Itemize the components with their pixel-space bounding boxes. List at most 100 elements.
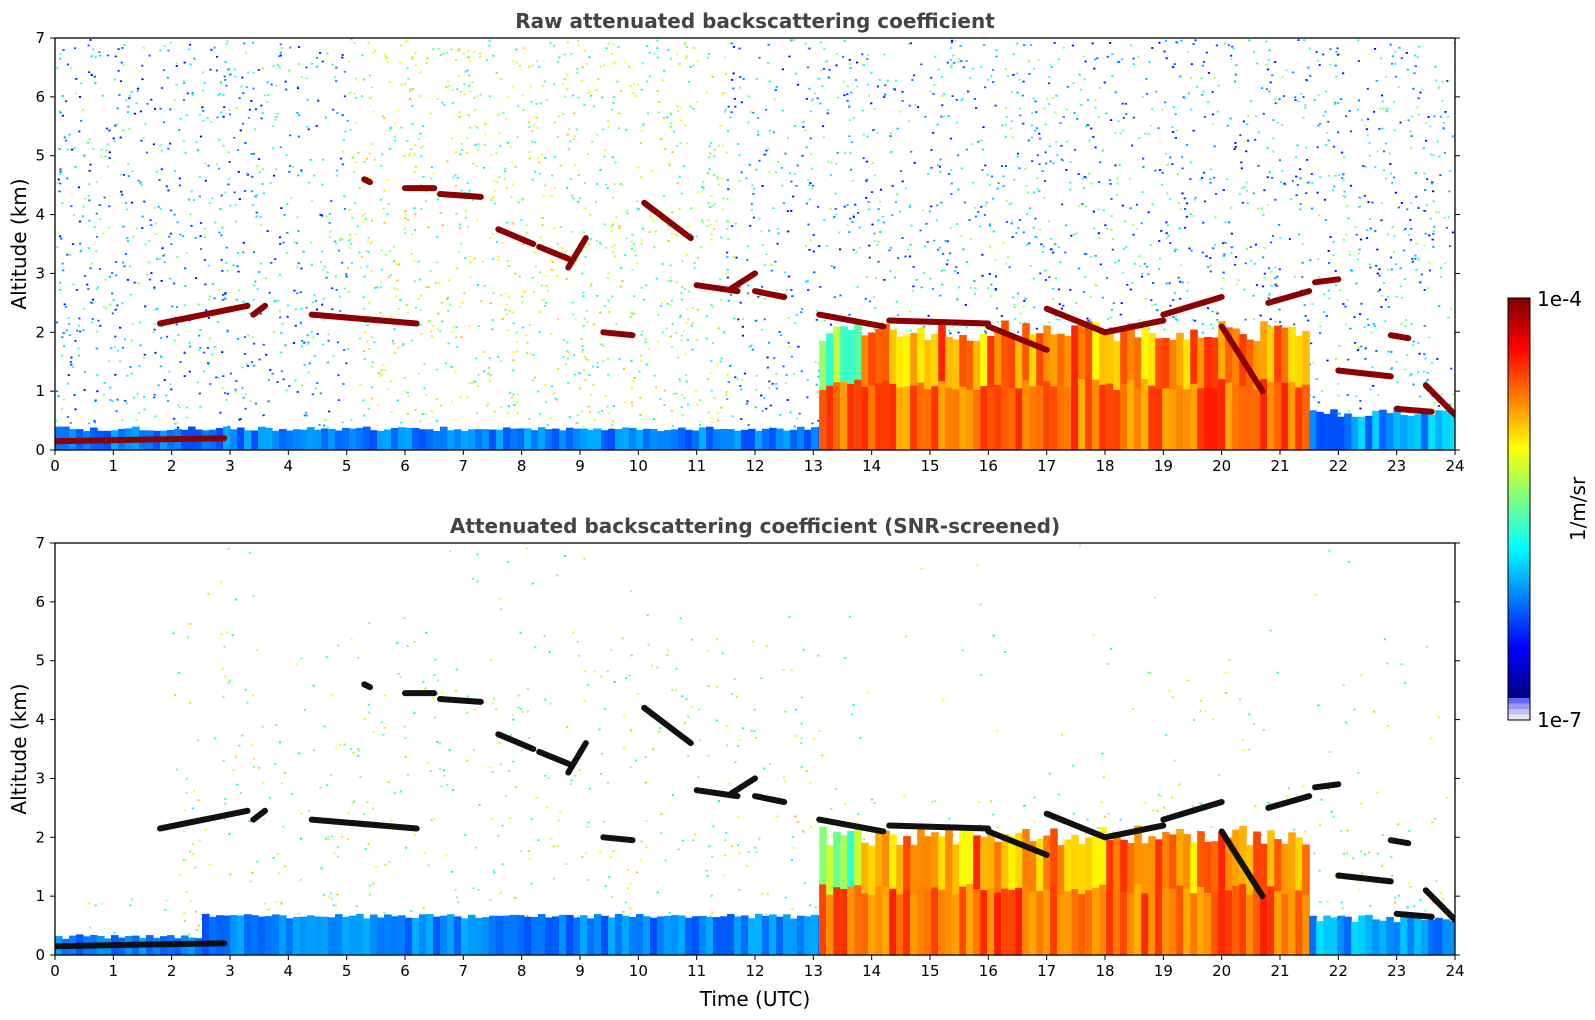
noise-pixel [681,394,684,396]
noise-pixel [973,293,976,295]
noise-pixel [879,200,882,203]
noise-pixel [711,421,714,423]
aerosol-strip [720,428,728,450]
noise-pixel [282,241,285,244]
noise-pixel [72,214,76,216]
noise-pixel [930,205,933,208]
noise-pixel [1214,244,1217,246]
noise-pixel [1304,106,1307,109]
noise-pixel [821,125,825,128]
noise-pixel [421,413,424,415]
noise-pixel [516,412,519,415]
noise-pixel [1081,177,1084,180]
noise-pixel [896,193,899,196]
noise-pixel [88,219,91,222]
noise-pixel [889,152,892,154]
noise-pixel [160,149,163,152]
noise-pixel [254,128,257,131]
noise-pixel [700,246,703,248]
noise-pixel [319,213,322,216]
noise-pixel [61,354,64,357]
noise-pixel [1096,826,1099,829]
noise-pixel [996,187,999,190]
noise-pixel [1257,131,1260,134]
noise-pixel [1306,181,1309,184]
noise-pixel [1366,118,1370,121]
noise-pixel [680,298,684,301]
noise-pixel [533,376,536,379]
noise-pixel [1403,249,1406,252]
noise-pixel [154,351,157,354]
noise-pixel [436,98,439,100]
aerosol-strip [454,429,462,450]
noise-pixel [215,376,218,379]
noise-pixel [1447,216,1450,219]
noise-pixel [108,205,111,208]
noise-pixel [265,353,268,356]
noise-pixel [1256,62,1259,65]
noise-pixel [747,95,750,98]
noise-pixel [818,245,821,247]
noise-pixel [883,279,886,281]
noise-pixel [545,285,548,287]
noise-pixel [671,425,675,427]
noise-pixel [738,179,741,182]
noise-pixel [109,386,112,389]
noise-pixel [430,410,433,413]
noise-pixel [1226,178,1229,181]
noise-pixel [1002,185,1005,187]
noise-pixel [1118,61,1121,63]
noise-pixel [199,329,202,331]
noise-pixel [67,317,70,319]
noise-pixel [500,360,503,363]
noise-pixel [710,360,713,362]
noise-pixel [1012,53,1015,55]
noise-pixel [1311,303,1314,305]
noise-pixel [249,400,252,403]
noise-pixel [784,710,787,713]
noise-pixel [333,852,336,855]
noise-pixel [80,82,83,85]
noise-pixel [83,371,86,373]
noise-pixel [681,695,684,698]
noise-pixel [379,280,382,283]
noise-pixel [160,355,163,358]
noise-pixel [278,66,281,69]
noise-pixel [620,90,623,92]
noise-pixel [1180,39,1183,42]
noise-pixel [583,182,587,185]
noise-pixel [642,298,645,301]
noise-pixel [659,138,662,140]
noise-pixel [1029,265,1032,267]
noise-pixel [91,302,94,304]
noise-pixel [337,374,340,377]
noise-pixel [909,310,912,313]
noise-pixel [1150,124,1153,127]
noise-pixel [69,67,72,70]
noise-pixel [1187,281,1190,284]
noise-pixel [1437,211,1440,214]
noise-pixel [873,296,876,298]
noise-pixel [436,235,439,238]
noise-pixel [512,351,515,354]
aerosol-core [847,384,855,450]
noise-pixel [518,64,522,67]
noise-pixel [912,266,915,268]
aerosol-strip [1316,411,1324,450]
noise-pixel [275,85,278,87]
noise-pixel [904,187,908,190]
noise-pixel [456,345,459,348]
noise-pixel [612,221,615,224]
noise-pixel [1184,208,1187,210]
aerosol-strip [230,429,238,450]
noise-pixel [393,260,396,263]
noise-pixel [1342,303,1345,305]
noise-pixel [1044,123,1047,126]
noise-pixel [1334,64,1337,67]
noise-pixel [224,392,227,394]
noise-pixel [849,615,852,618]
noise-pixel [1279,181,1283,184]
noise-pixel [538,161,541,164]
noise-pixel [1268,292,1271,295]
noise-pixel [1026,191,1029,194]
